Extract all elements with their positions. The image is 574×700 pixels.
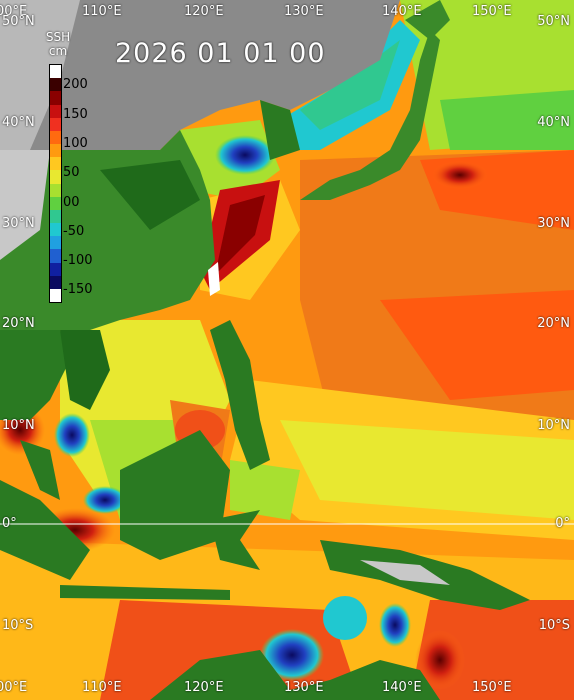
subtropical-high-region [380,290,574,400]
grid-label: 50°N [537,14,570,29]
land-asia-north [0,0,400,150]
grid-label: 10°S [538,618,570,633]
grid-label: 110°E [82,4,122,19]
kuroshio-core [215,195,265,275]
gulf-of-thailand-low [54,413,90,457]
gulf-of-papua-low [379,603,411,647]
colorbar-segment [50,65,61,79]
colorbar-segment [50,262,61,277]
equatorial-yellow [280,420,574,520]
colorbar-tick-label: -150 [63,282,93,297]
grid-label: 10°N [537,418,570,433]
grid-label: 40°N [2,115,35,130]
grid-label: 00°E [0,680,28,695]
colorbar-segment [50,157,61,171]
colorbar-title: SSH cm [38,30,78,58]
grid-label: 30°N [537,216,570,231]
land-malay-peninsula [20,440,60,500]
land-hokkaido [405,0,450,40]
colorbar-segment [50,183,61,198]
colorbar-segment [50,78,61,92]
grid-label: 150°E [472,4,512,19]
colorbar-segment [50,236,61,250]
celebes-sea [230,460,300,520]
grid-label: 0° [2,516,17,531]
grid-label: 40°N [537,115,570,130]
colorbar-segment [50,288,61,303]
land-indochina [0,330,70,420]
colorbar-segment [50,117,61,132]
colorbar-tick-label: 50 [63,165,80,180]
land-japan [300,30,440,200]
colorbar-segment [50,223,61,237]
colorbar-segment [50,144,61,158]
grid-label: 20°N [2,316,35,331]
land-korea [260,100,300,160]
colorbar-segment [50,130,61,145]
land-west-highlands [0,150,50,260]
land-australia [150,650,440,700]
grid-label: 10°N [2,418,35,433]
grid-label: 30°N [2,216,35,231]
banda-low [323,596,367,640]
colorbar-tick-label: -100 [63,253,93,268]
coral-eddy [415,630,465,690]
colorbar-tick-label: 150 [63,107,88,122]
land-tibet [0,0,80,150]
grid-label: 120°E [184,4,224,19]
grid-label: 150°E [472,680,512,695]
grid-label: 50°N [2,14,35,29]
kuroshio-eddy [432,161,488,189]
grid-label: 120°E [184,680,224,695]
land-taiwan [208,262,220,296]
colorbar-segment [50,249,61,263]
subpolar-front [440,90,574,150]
colorbar-tick-label: -50 [63,224,85,239]
land-borneo [120,430,230,560]
grid-label: 110°E [82,680,122,695]
colorbar-segment [50,275,61,290]
colorbar-tick-label: 200 [63,77,88,92]
colorbar-title-line2: cm [48,44,68,58]
grid-label: 0° [555,516,570,531]
grid-label: 10°S [2,618,34,633]
colorbar-segment [50,196,61,211]
land-new-guinea-mountains [360,560,450,585]
grid-label: 20°N [537,316,570,331]
bohai-low [215,135,275,175]
grid-label: 00°E [0,4,28,19]
land-philippines [210,320,270,470]
colorbar-segment [50,209,61,224]
land-vietnam [60,330,110,410]
grid-label: 130°E [284,680,324,695]
land-java [60,585,230,600]
colorbar-title-line1: SSH [45,30,71,44]
land-sulawesi [210,510,260,570]
colorbar-segment [50,170,61,184]
colorbar-segment [50,104,61,119]
land-sumatra [0,480,90,580]
colorbar-tick-label: 00 [63,195,80,210]
map-title: 2026 01 01 00 [115,38,326,69]
colorbar-tick-label: 100 [63,136,88,151]
land-china-dark [100,160,200,230]
borneo-low [83,486,127,514]
grid-label: 140°E [382,4,422,19]
colorbar [49,64,62,303]
grid-label: 140°E [382,680,422,695]
grid-label: 130°E [284,4,324,19]
colorbar-segment [50,91,61,105]
